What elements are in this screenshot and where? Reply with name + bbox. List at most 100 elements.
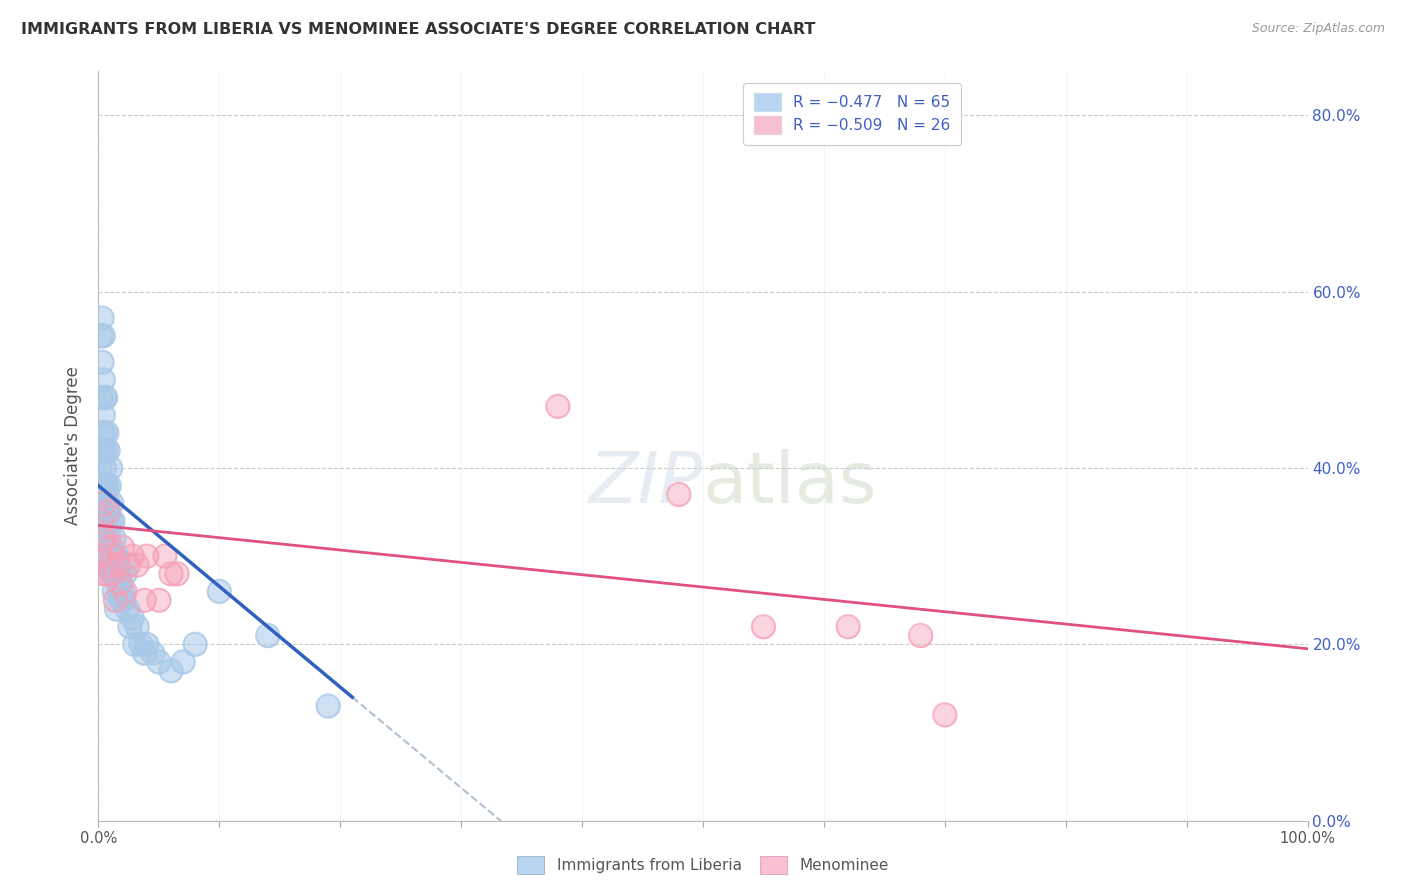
Point <box>91 355 114 369</box>
Point <box>111 541 134 555</box>
Point <box>121 549 143 564</box>
Point <box>124 637 146 651</box>
Point <box>121 611 143 625</box>
Point <box>127 620 149 634</box>
Point <box>256 628 278 642</box>
Point <box>107 558 129 572</box>
Point <box>96 425 118 440</box>
Point <box>97 496 120 510</box>
Point <box>101 549 124 564</box>
Legend: R = −0.477   N = 65, R = −0.509   N = 26: R = −0.477 N = 65, R = −0.509 N = 26 <box>742 83 962 145</box>
Point <box>160 566 183 581</box>
Point <box>142 646 165 660</box>
Point <box>101 514 124 528</box>
Point <box>94 391 117 405</box>
Point <box>91 328 114 343</box>
Point <box>91 532 114 546</box>
Point <box>153 549 176 564</box>
Point <box>100 514 122 528</box>
Point <box>108 584 131 599</box>
Point <box>135 637 157 651</box>
Point <box>100 541 122 555</box>
Point <box>91 566 114 581</box>
Point <box>172 655 194 669</box>
Point <box>96 566 118 581</box>
Point <box>97 523 120 537</box>
Point <box>104 593 127 607</box>
Point <box>934 707 956 722</box>
Point <box>91 478 114 492</box>
Point <box>148 655 170 669</box>
Point <box>107 558 129 572</box>
Point <box>100 566 122 581</box>
Point <box>100 541 122 555</box>
Point <box>100 461 122 475</box>
Point <box>90 514 112 528</box>
Point <box>103 532 125 546</box>
Point <box>93 461 115 475</box>
Point <box>104 549 127 564</box>
Point <box>96 514 118 528</box>
Point <box>104 549 127 564</box>
Point <box>91 478 114 492</box>
Point <box>91 373 114 387</box>
Point <box>107 566 129 581</box>
Point <box>118 620 141 634</box>
Point <box>93 496 115 510</box>
Point <box>104 593 127 607</box>
Point <box>114 566 136 581</box>
Point <box>110 593 132 607</box>
Point <box>96 478 118 492</box>
Point <box>100 566 122 581</box>
Point <box>166 566 188 581</box>
Point <box>547 400 569 414</box>
Point <box>94 443 117 458</box>
Point <box>94 478 117 492</box>
Text: atlas: atlas <box>703 449 877 518</box>
Point <box>101 549 124 564</box>
Point <box>94 478 117 492</box>
Point <box>105 602 128 616</box>
Point <box>127 558 149 572</box>
Point <box>117 602 139 616</box>
Point <box>90 443 112 458</box>
Point <box>97 505 120 519</box>
Point <box>91 408 114 422</box>
Point <box>134 593 156 607</box>
Point <box>91 443 114 458</box>
Text: Source: ZipAtlas.com: Source: ZipAtlas.com <box>1251 22 1385 36</box>
Point <box>91 532 114 546</box>
Point <box>208 584 231 599</box>
Point <box>93 425 115 440</box>
Point <box>111 584 134 599</box>
Point <box>316 699 339 714</box>
Point <box>93 461 115 475</box>
Point <box>96 425 118 440</box>
Point <box>127 558 149 572</box>
Point <box>184 637 207 651</box>
Point <box>934 707 956 722</box>
Point <box>97 443 120 458</box>
Point <box>114 584 136 599</box>
Point <box>208 584 231 599</box>
Point <box>160 664 183 678</box>
Point <box>98 558 121 572</box>
Point <box>93 391 115 405</box>
Point <box>121 611 143 625</box>
Point <box>118 620 141 634</box>
Point <box>118 558 141 572</box>
Point <box>89 549 111 564</box>
Point <box>91 478 114 492</box>
Point <box>117 602 139 616</box>
Point <box>91 408 114 422</box>
Point <box>90 391 112 405</box>
Point <box>108 575 131 590</box>
Point <box>111 541 134 555</box>
Point <box>100 549 122 564</box>
Point <box>89 549 111 564</box>
Point <box>101 566 124 581</box>
Point <box>93 496 115 510</box>
Point <box>134 646 156 660</box>
Point <box>668 487 690 501</box>
Point <box>112 593 135 607</box>
